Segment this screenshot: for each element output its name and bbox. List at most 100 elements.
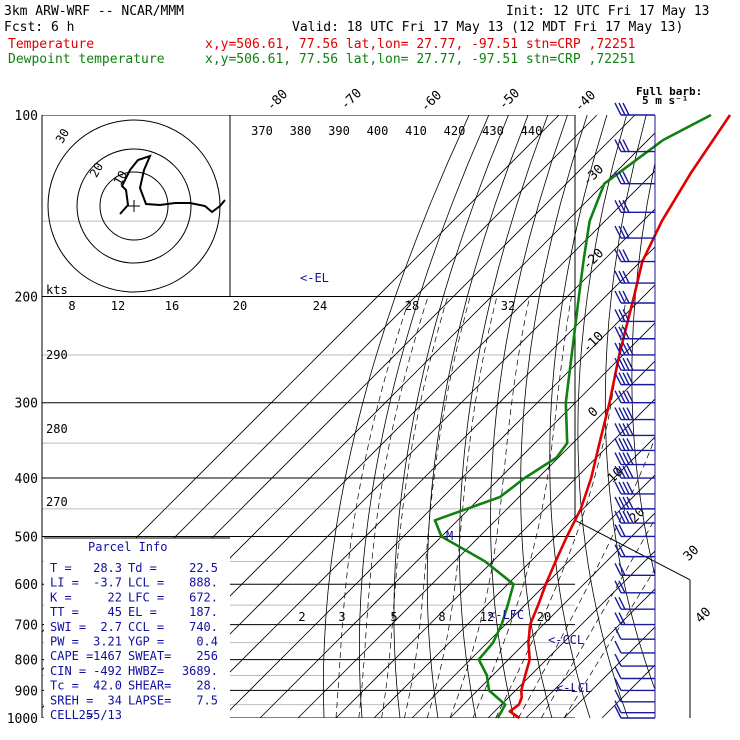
parcel-info-value: 888. (189, 576, 218, 590)
parcel-info-value: LCL = (128, 576, 164, 590)
wind-barb (614, 407, 655, 421)
hodograph-axis-label: 32 (501, 299, 515, 313)
hodograph-trace (119, 154, 226, 215)
isotherm-line (183, 246, 655, 718)
wind-barb (614, 612, 655, 626)
level-marker-label: <-CCL (548, 633, 584, 647)
plot-right-diagonal (574, 519, 691, 581)
hodograph-axis-label: 8 (68, 299, 75, 313)
wind-barb-flag (626, 357, 634, 371)
wind-barb (614, 342, 655, 356)
wind-barb (614, 372, 655, 386)
theta-label: 430 (482, 124, 504, 138)
moist-adiabat-line (563, 568, 655, 718)
theta-label: 390 (328, 124, 350, 138)
parcel-info-value: K = (50, 590, 72, 604)
wind-barb-flag (618, 481, 626, 495)
wind-barb-flag (618, 465, 626, 479)
mixing-ratio-label: 2 (298, 610, 305, 624)
wind-barb-flag (626, 465, 634, 479)
isotherm-line (221, 284, 655, 718)
dry-adiabat-side-label: 280 (46, 422, 68, 436)
isotherm-line (297, 360, 655, 718)
wind-barb-flag (622, 290, 630, 304)
dry-adiabat-side-label: 290 (46, 348, 68, 362)
level-marker-label: M (446, 529, 453, 543)
wind-barb-flag (614, 481, 622, 495)
wind-barb (614, 700, 655, 714)
wind-barb-flag (614, 326, 622, 340)
isotherm-label: 0 (585, 404, 601, 420)
wind-barb-flag (614, 199, 622, 213)
wind-barb-flag (618, 510, 626, 524)
wind-barb-flag (622, 510, 630, 524)
wind-barb-flag (622, 139, 630, 152)
moist-adiabat-line (426, 296, 498, 718)
wind-barb-flag (618, 225, 626, 239)
parcel-info-value: TT = (50, 605, 79, 619)
wind-barb-flag (622, 326, 630, 340)
isotherm-line (525, 588, 655, 718)
hodograph-axis-label: 16 (165, 299, 179, 313)
parcel-info-value: 255/13 (79, 708, 122, 722)
wind-barb-flag (614, 689, 622, 703)
parcel-info-value: 2.7 (100, 620, 122, 634)
theta-label: 370 (251, 124, 273, 138)
level-marker-label: <-LCL (556, 681, 592, 695)
moist-adiabat-line (495, 296, 627, 718)
hodograph-ring-label: 30 (53, 126, 72, 146)
parcel-info-value: 42.0 (93, 679, 122, 693)
parcel-info-value: PW = (50, 635, 79, 649)
parcel-info-value: SHEAR= (128, 679, 171, 693)
wind-barb (614, 640, 655, 654)
dry-adiabat-line (490, 115, 568, 718)
wind-barb-flag (614, 225, 622, 239)
parcel-info-value: 34 (108, 693, 122, 707)
isotherm-line (563, 626, 655, 718)
wind-barb-flag (614, 407, 622, 420)
temperature-location: x,y=506.61, 77.56 lat,lon= 27.77, -97.51… (205, 37, 635, 52)
wind-barb-flag (618, 438, 626, 451)
hodograph-ring-label: 10 (111, 168, 130, 188)
hodograph-ring (99, 171, 169, 241)
wind-barb-flag (618, 309, 626, 322)
wind-barb (614, 357, 655, 371)
parcel-info-value: 740. (189, 620, 218, 634)
parcel-info-value: 0.4 (196, 635, 218, 649)
parcel-info-value: 672. (189, 590, 218, 604)
pressure-tick-label: 500 (15, 530, 38, 545)
wind-barb-flag (614, 357, 622, 371)
parcel-info-value: 187. (189, 605, 218, 619)
wind-barb (614, 438, 655, 452)
theta-label: 420 (444, 124, 466, 138)
parcel-info-value: 22.5 (189, 561, 218, 575)
wind-barb-flag (614, 372, 622, 385)
wind-barb (614, 510, 655, 524)
parcel-info-value: T = (50, 561, 72, 575)
wind-barb-units: 5 m s⁻¹ (642, 94, 688, 107)
dry-adiabat-line (359, 115, 490, 718)
moist-adiabat-line (404, 296, 471, 718)
wind-barb-flag (622, 309, 630, 322)
moist-adiabat-line (449, 296, 531, 718)
theta-label: 380 (290, 124, 312, 138)
wind-barb-flag (614, 171, 622, 185)
dewpoint-line (433, 113, 712, 719)
pressure-tick-label: 900 (15, 684, 38, 699)
parcel-info-value: 256 (196, 649, 218, 663)
moist-adiabat-line (540, 517, 655, 718)
wind-barb-flag (626, 407, 634, 420)
isotherm-line (335, 398, 655, 718)
wind-barb-flag (618, 326, 626, 340)
dry-adiabat-line (631, 160, 655, 577)
wind-barb (614, 139, 655, 153)
wind-barb-flag (622, 249, 630, 262)
parcel-info-value: Tc = (50, 679, 79, 693)
wind-barb-flag (626, 481, 634, 495)
isotherm-label: 30 (681, 543, 703, 565)
wind-barb-flag (622, 452, 630, 465)
wind-barb-flag (622, 372, 630, 385)
pressure-tick-label: 400 (15, 472, 38, 487)
parcel-info-value: CELL = (50, 708, 93, 722)
dry-adiabat-side-label: 270 (46, 495, 68, 509)
